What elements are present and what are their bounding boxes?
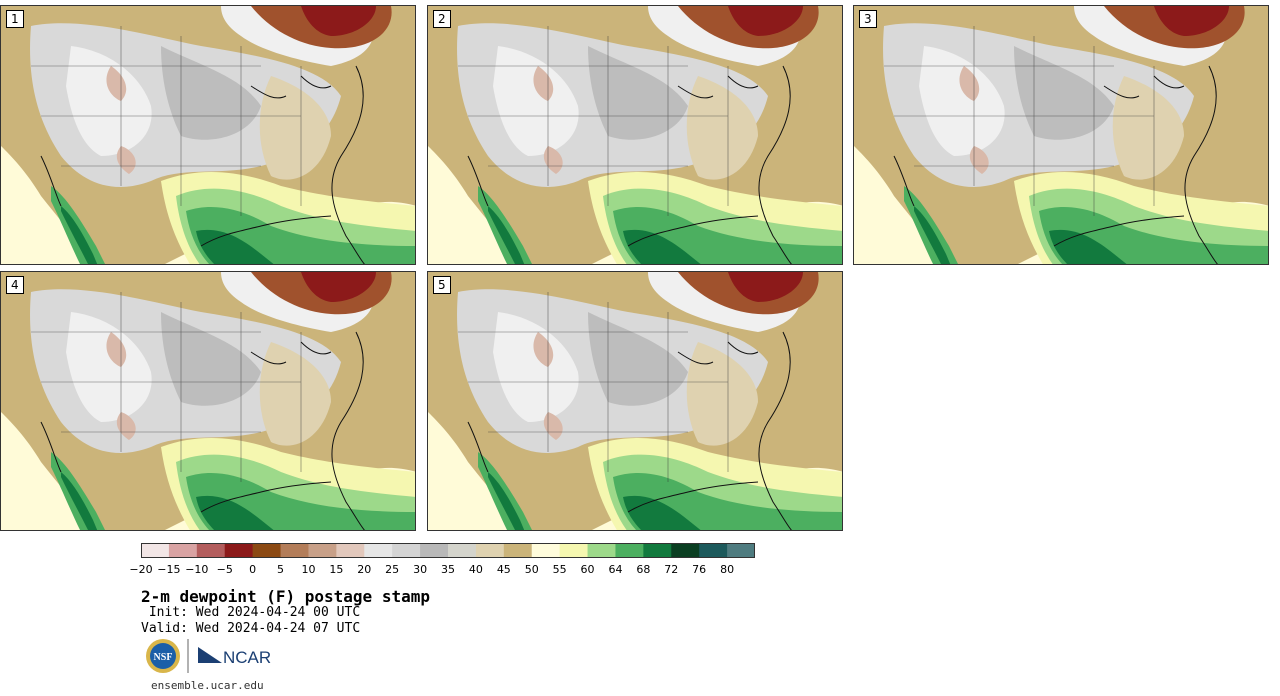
colorbar-swatch bbox=[671, 543, 700, 558]
colorbar-swatch bbox=[503, 543, 533, 558]
colorbar-swatch bbox=[141, 543, 170, 558]
colorbar-tick-label: 68 bbox=[636, 563, 651, 576]
page-title: 2-m dewpoint (F) postage stamp bbox=[141, 587, 430, 606]
panel-2: 2 bbox=[427, 5, 843, 265]
colorbar bbox=[141, 543, 755, 558]
member-label: 2 bbox=[433, 10, 451, 28]
colorbar-swatch bbox=[336, 543, 365, 558]
ncar-logo: NCAR bbox=[198, 647, 271, 667]
colorbar-tick-label: 55 bbox=[552, 563, 567, 576]
nsf-logo: NSF bbox=[146, 639, 180, 673]
dewpoint-map bbox=[1, 6, 415, 264]
colorbar-swatch bbox=[475, 543, 505, 558]
ncar-logo-text: NCAR bbox=[223, 648, 271, 667]
colorbar-swatch bbox=[559, 543, 589, 558]
colorbar-tick-label: 30 bbox=[413, 563, 428, 576]
dewpoint-map bbox=[1, 272, 415, 530]
colorbar-swatch bbox=[531, 543, 561, 558]
colorbar-swatch bbox=[727, 543, 755, 558]
nsf-logo-text: NSF bbox=[154, 652, 173, 663]
panel-5: 5 bbox=[427, 271, 843, 531]
colorbar-swatch bbox=[252, 543, 282, 558]
panel-4: 4 bbox=[0, 271, 416, 531]
dewpoint-map bbox=[854, 6, 1268, 264]
init-time: Init: Wed 2024-04-24 00 UTC bbox=[141, 605, 361, 620]
colorbar-tick-label: 76 bbox=[692, 563, 707, 576]
colorbar-tick-label: 64 bbox=[608, 563, 623, 576]
colorbar-swatch bbox=[196, 543, 226, 558]
colorbar-tick-label: 20 bbox=[357, 563, 372, 576]
colorbar-tick-label: 60 bbox=[580, 563, 595, 576]
colorbar-tick-label: 80 bbox=[720, 563, 735, 576]
colorbar-tick-label: 35 bbox=[441, 563, 455, 576]
colorbar-tick-label: 50 bbox=[524, 563, 539, 576]
colorbar-swatch bbox=[587, 543, 616, 558]
colorbar-swatch bbox=[168, 543, 198, 558]
colorbar-swatch bbox=[615, 543, 644, 558]
colorbar-tick-label: 72 bbox=[664, 563, 679, 576]
member-label: 5 bbox=[433, 276, 451, 294]
panel-1: 1 bbox=[0, 5, 416, 265]
dewpoint-map bbox=[428, 6, 842, 264]
member-label: 3 bbox=[859, 10, 877, 28]
colorbar-swatch bbox=[308, 543, 337, 558]
colorbar-tick-label: 15 bbox=[329, 563, 344, 576]
colorbar-swatch bbox=[224, 543, 254, 558]
colorbar-tick-label: −10 bbox=[185, 563, 209, 576]
colorbar-tick-label: 10 bbox=[301, 563, 316, 576]
colorbar-tick-label: 5 bbox=[277, 563, 285, 576]
colorbar-tick-label: −20 bbox=[129, 563, 153, 576]
logos: NSF NCAR bbox=[146, 639, 271, 673]
colorbar-swatch bbox=[448, 543, 477, 558]
colorbar-tick-label: 0 bbox=[249, 563, 257, 576]
colorbar-swatch bbox=[420, 543, 449, 558]
colorbar-tick-label: 25 bbox=[385, 563, 400, 576]
valid-time: Valid: Wed 2024-04-24 07 UTC bbox=[141, 621, 361, 636]
colorbar-tick-labels: −20 −15 −10 −5 0 5 10 15 20 25 30 35 40 45 50 55 60 64 68 7… bbox=[129, 563, 781, 577]
colorbar-tick-label: 45 bbox=[496, 563, 511, 576]
colorbar-tick-label: −15 bbox=[157, 563, 181, 576]
member-label: 4 bbox=[6, 276, 24, 294]
site-url: ensemble.ucar.edu bbox=[151, 679, 264, 692]
colorbar-swatch bbox=[643, 543, 672, 558]
dewpoint-map bbox=[428, 272, 842, 530]
colorbar-swatch bbox=[364, 543, 393, 558]
panel-3: 3 bbox=[853, 5, 1269, 265]
colorbar-tick-label: 40 bbox=[468, 563, 483, 576]
member-label: 1 bbox=[6, 10, 24, 28]
colorbar-tick-label: −5 bbox=[216, 563, 233, 576]
colorbar-swatch bbox=[392, 543, 421, 558]
colorbar-swatch bbox=[699, 543, 728, 558]
colorbar-swatch bbox=[280, 543, 309, 558]
